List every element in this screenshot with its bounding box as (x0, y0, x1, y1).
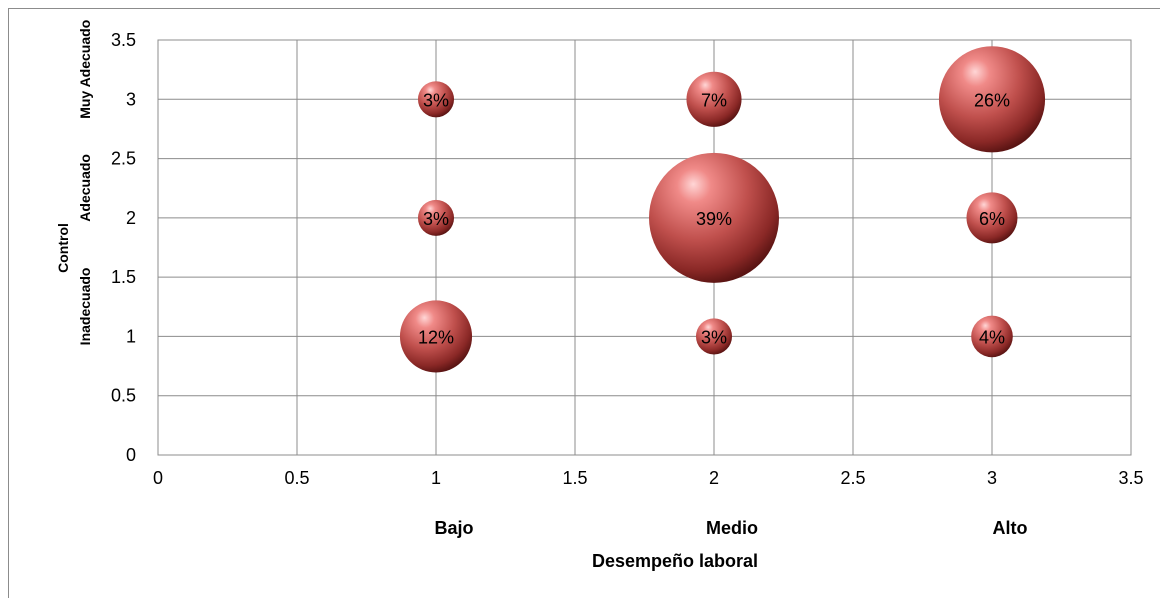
x-tick-label: 1.5 (562, 468, 587, 488)
bubbles: 3% 7% 26% 3% 39% 6% 12% 3% 4% (399, 46, 1046, 373)
y-tick-label: 0 (126, 445, 136, 465)
y-tick-label: 2.5 (111, 149, 136, 169)
x-category-label: Bajo (434, 518, 473, 538)
y-axis-title: Control (55, 223, 71, 273)
bubble-data-label: 3% (423, 209, 449, 229)
x-category-labels: Bajo Medio Alto (434, 518, 1027, 538)
x-axis-title: Desempeño laboral (592, 551, 758, 571)
x-category-label: Alto (993, 518, 1028, 538)
bubble (695, 318, 733, 355)
y-axis-tick-labels: 0 0.5 1 1.5 2 2.5 3 3.5 (111, 30, 136, 465)
y-category-label: Adecuado (77, 154, 93, 222)
y-tick-label: 3 (126, 89, 136, 109)
bubble-data-label: 7% (701, 90, 727, 110)
bubble (417, 199, 455, 236)
x-tick-label: 0.5 (284, 468, 309, 488)
bubble (966, 192, 1018, 244)
bubble-data-label: 4% (979, 327, 1005, 347)
y-category-label: Inadecuado (77, 268, 93, 346)
bubble-data-label: 39% (696, 209, 732, 229)
bubble (686, 71, 742, 127)
bubble (649, 152, 779, 283)
y-tick-label: 1 (126, 326, 136, 346)
bubble-data-label: 3% (701, 327, 727, 347)
bubble (938, 46, 1046, 153)
bubble-data-label: 12% (418, 327, 454, 347)
x-tick-label: 3.5 (1118, 468, 1143, 488)
y-tick-label: 2 (126, 208, 136, 228)
y-category-label: Muy Adecuado (77, 20, 93, 119)
x-tick-label: 2.5 (840, 468, 865, 488)
chart-area (8, 8, 1160, 598)
bubble (417, 81, 455, 118)
x-axis-tick-labels: 0 0.5 1 1.5 2 2.5 3 3.5 (153, 468, 1144, 488)
bubble-data-label: 26% (974, 90, 1010, 110)
bubble (399, 300, 473, 373)
y-category-labels: Inadecuado Adecuado Muy Adecuado (77, 20, 93, 346)
y-tick-label: 3.5 (111, 30, 136, 50)
y-tick-label: 0.5 (111, 386, 136, 406)
x-category-label: Medio (706, 518, 758, 538)
x-tick-label: 1 (431, 468, 441, 488)
x-tick-label: 3 (987, 468, 997, 488)
bubble-data-label: 3% (423, 90, 449, 110)
x-tick-label: 2 (709, 468, 719, 488)
bubble (971, 315, 1013, 358)
y-tick-label: 1.5 (111, 267, 136, 287)
x-tick-label: 0 (153, 468, 163, 488)
bubble-data-label: 6% (979, 209, 1005, 229)
